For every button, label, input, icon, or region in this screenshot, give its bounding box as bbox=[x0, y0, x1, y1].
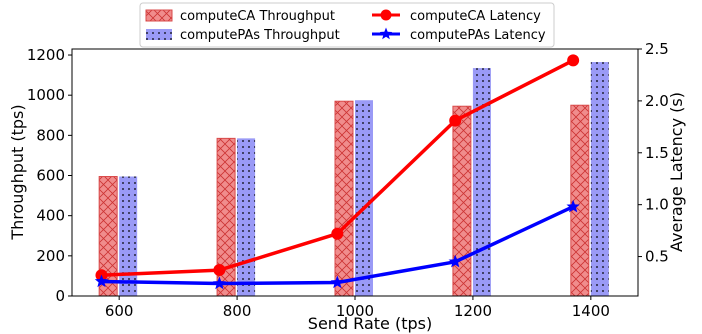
y-right-tick-label-2.5: 2.5 bbox=[645, 40, 669, 58]
x-tick-label-800: 800 bbox=[223, 302, 252, 320]
y-left-tick-label-200: 200 bbox=[36, 247, 65, 265]
legend-item-ca-throughput: computeCA Throughput bbox=[145, 9, 335, 24]
legend-label-ca-latency: computeCA Latency bbox=[410, 9, 541, 24]
bar-pas-throughput-1200 bbox=[472, 68, 491, 296]
y-right-tick-label-1.5: 1.5 bbox=[645, 144, 669, 162]
legend-swatch-pas-throughput bbox=[146, 29, 172, 40]
legend-item-pas-throughput: computePAs Throughput bbox=[146, 28, 340, 43]
y-left-tick-label-600: 600 bbox=[36, 167, 65, 185]
x-tick-label-1000: 1000 bbox=[336, 302, 374, 320]
y-right-tick-label-0.5: 0.5 bbox=[645, 248, 669, 266]
bars-layer bbox=[98, 62, 609, 297]
point-ca-latency-1400 bbox=[567, 54, 580, 67]
lines-layer bbox=[94, 54, 580, 290]
bar-pas-throughput-1000 bbox=[355, 100, 373, 297]
point-ca-latency-1200 bbox=[449, 114, 462, 127]
y-axis-right-label: Average Latency (s) bbox=[667, 92, 686, 252]
bar-pas-throughput-800 bbox=[237, 138, 256, 296]
y-left-tick-label-1200: 1200 bbox=[27, 46, 65, 64]
y-left-tick-label-800: 800 bbox=[36, 126, 65, 144]
point-ca-latency-1000 bbox=[331, 227, 344, 240]
bar-ca-throughput-1400 bbox=[570, 104, 590, 297]
bar-pas-throughput-600 bbox=[119, 176, 138, 296]
point-pas-latency-800 bbox=[212, 276, 227, 290]
x-tick-label-1400: 1400 bbox=[572, 302, 610, 320]
legend: computeCA Throughput computePAs Throughp… bbox=[139, 2, 555, 48]
point-pas-latency-1400 bbox=[566, 199, 580, 213]
x-tick-label-600: 600 bbox=[105, 302, 134, 320]
legend-marker-ca-latency bbox=[380, 9, 392, 21]
legend-swatch-ca-throughput bbox=[145, 9, 173, 22]
point-pas-latency-600 bbox=[94, 274, 109, 288]
y-axis-left-label: Throughput (tps) bbox=[8, 104, 27, 240]
bar-pas-throughput-1400 bbox=[590, 62, 609, 297]
legend-item-pas-latency: computePAs Latency bbox=[372, 27, 546, 43]
point-pas-latency-1000 bbox=[330, 275, 344, 289]
bar-ca-throughput-1200 bbox=[452, 105, 472, 297]
point-pas-latency-1200 bbox=[448, 254, 462, 268]
legend-label-pas-throughput: computePAs Throughput bbox=[180, 28, 340, 43]
legend-label-pas-latency: computePAs Latency bbox=[410, 28, 546, 43]
y-left-tick-label-1000: 1000 bbox=[27, 86, 65, 104]
x-tick-label-1200: 1200 bbox=[454, 302, 492, 320]
legend-marker-pas-latency bbox=[379, 27, 393, 40]
y-right-tick-label-2.0: 2.0 bbox=[645, 92, 669, 110]
legend-label-ca-throughput: computeCA Throughput bbox=[180, 9, 335, 24]
axes-layer: 600 800 1000 1200 1400 0 200 400 600 800 1000 1200 0… bbox=[27, 40, 669, 320]
legend-item-ca-latency: computeCA Latency bbox=[372, 9, 541, 24]
y-right-tick-label-1.0: 1.0 bbox=[645, 196, 669, 214]
y-left-tick-label-0: 0 bbox=[55, 287, 65, 305]
x-axis-label: Send Rate (tps) bbox=[308, 314, 432, 333]
point-ca-latency-800 bbox=[213, 264, 226, 277]
legend-frame bbox=[139, 2, 555, 48]
bar-ca-throughput-1000 bbox=[334, 100, 354, 297]
y-left-tick-label-400: 400 bbox=[36, 207, 65, 225]
